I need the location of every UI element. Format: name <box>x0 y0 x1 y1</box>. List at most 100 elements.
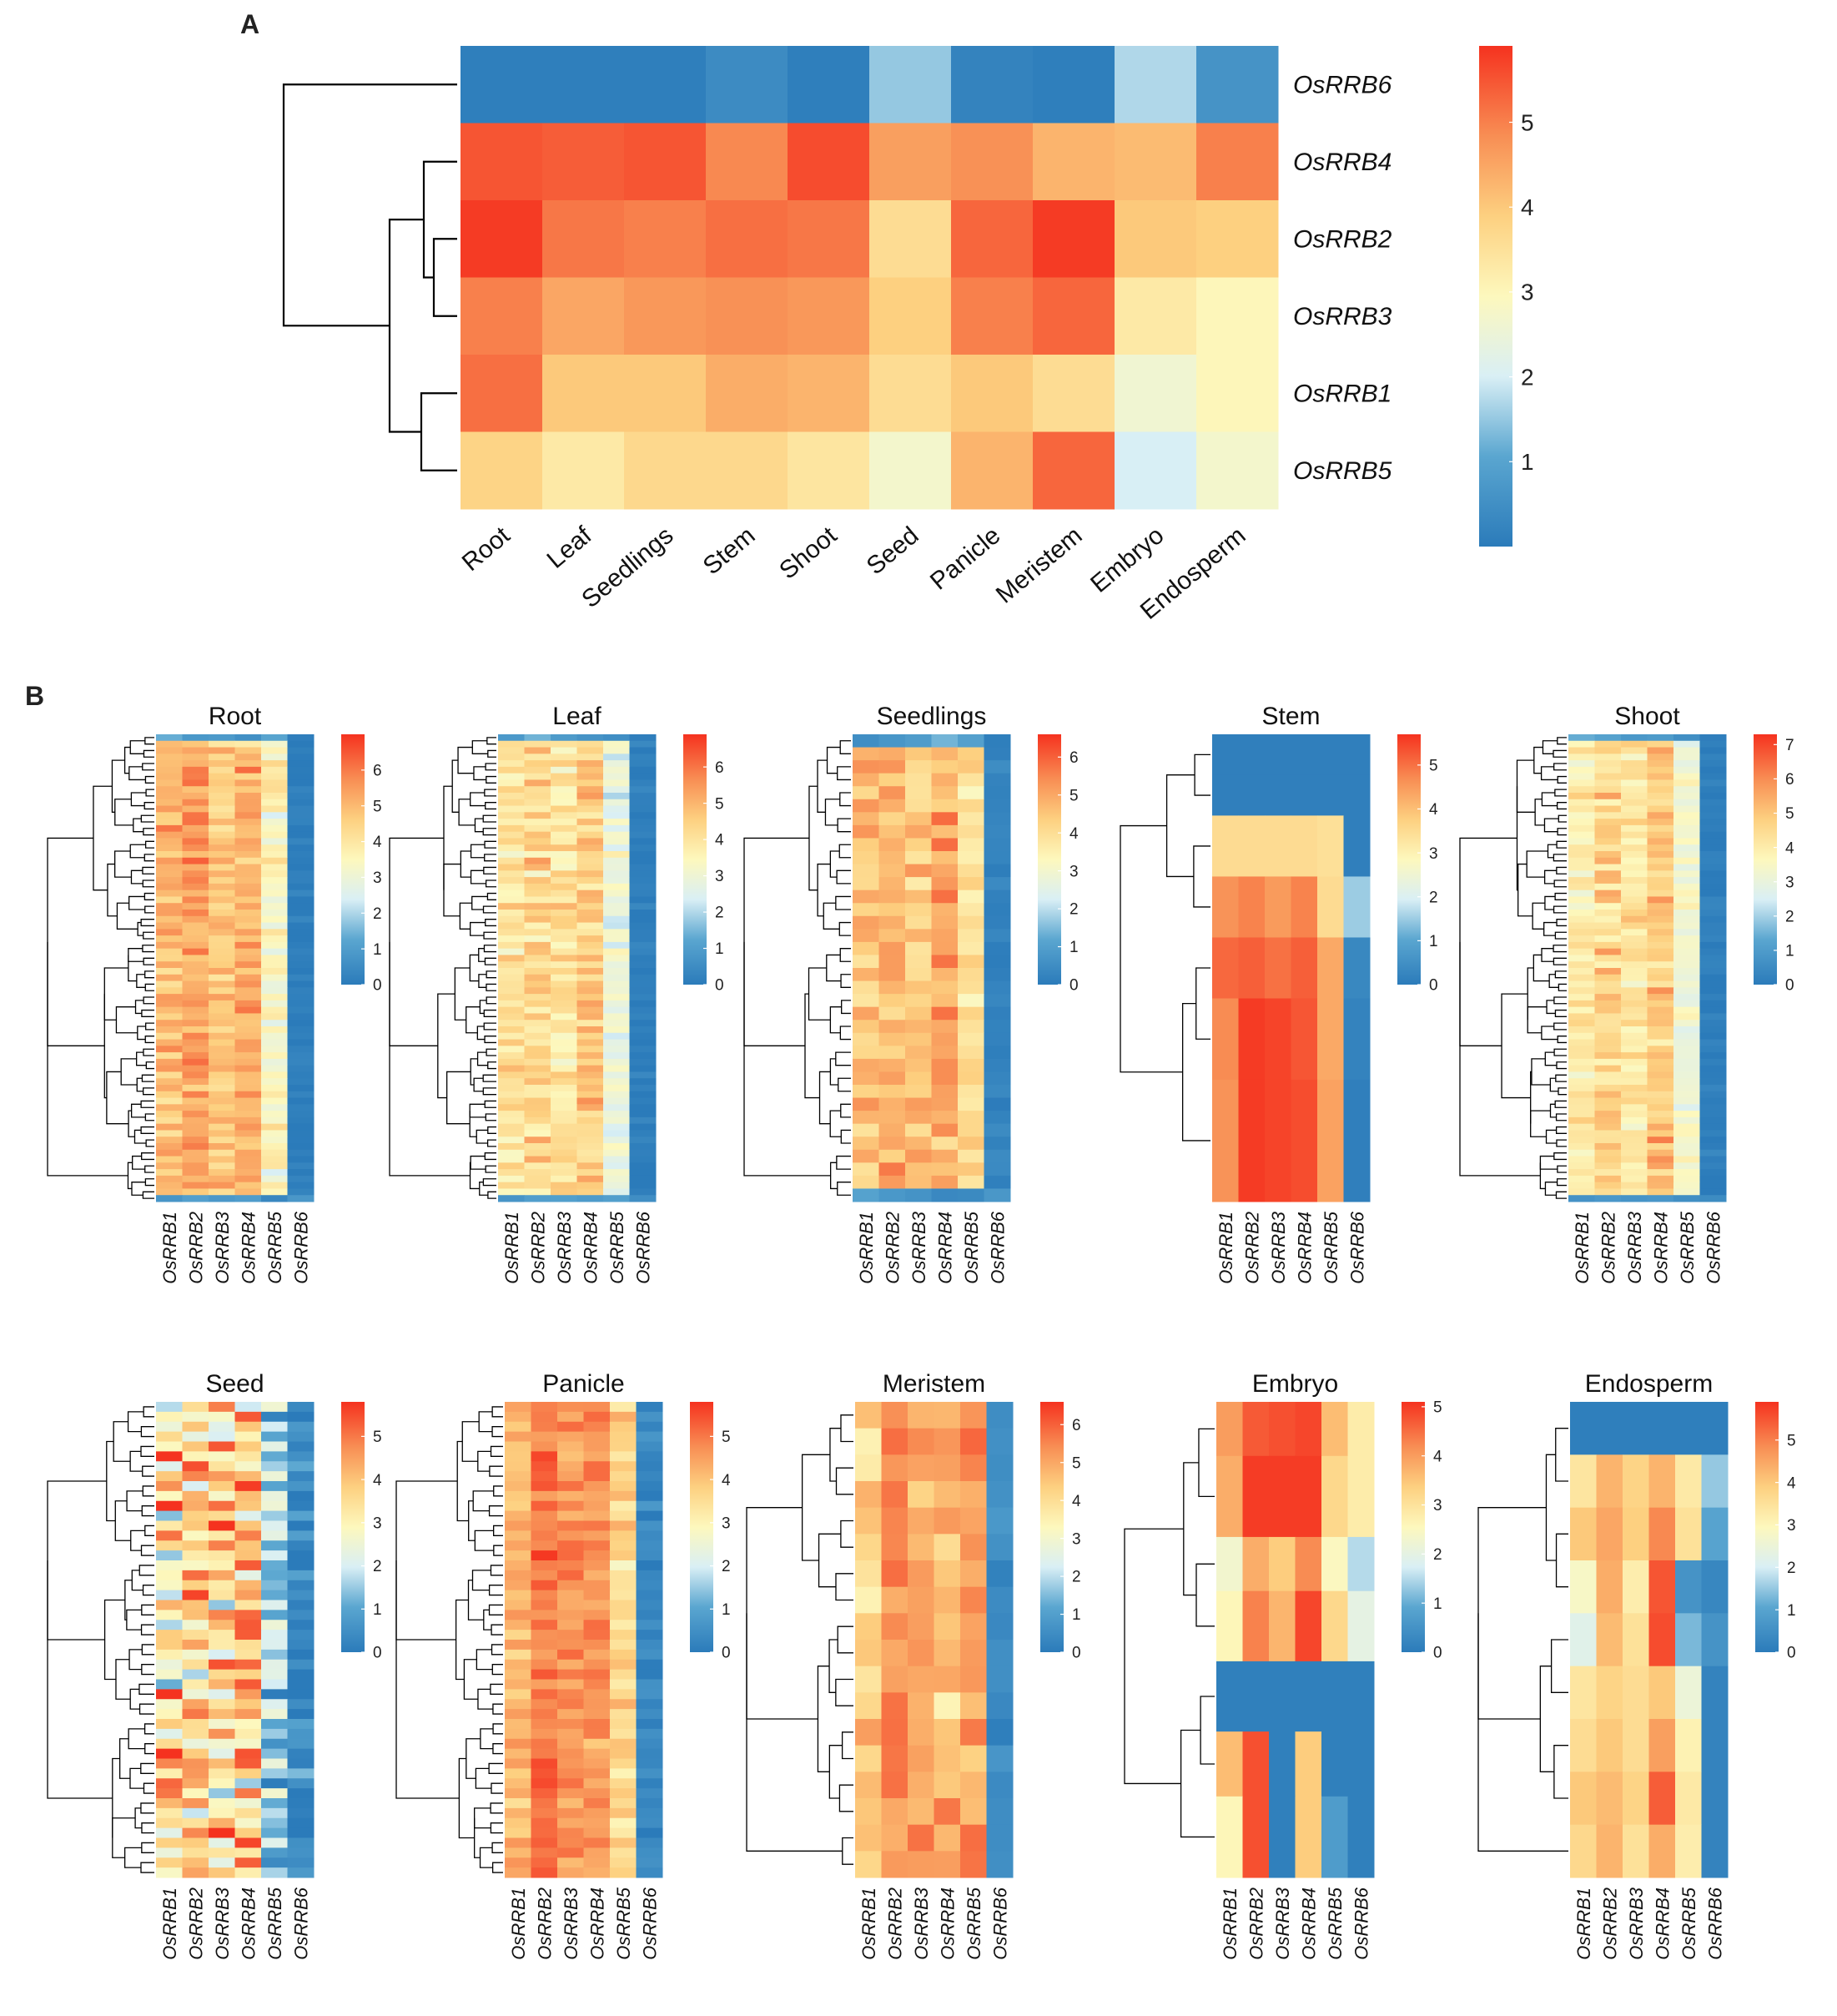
heatmap-cell <box>603 1058 630 1066</box>
column-label: Shoot <box>774 522 843 585</box>
heatmap-cell <box>1594 747 1622 754</box>
heatmap-cell <box>629 1013 657 1021</box>
heatmap-cell <box>531 1788 558 1799</box>
heatmap-cell <box>287 1130 315 1137</box>
heatmap-cell <box>881 1640 908 1667</box>
heatmap-cell <box>1623 1613 1649 1667</box>
heatmap-cell <box>524 1195 551 1202</box>
heatmap-cell <box>636 1778 663 1789</box>
dendrogram-branch <box>130 792 147 807</box>
heatmap-cell <box>498 851 525 859</box>
heatmap-cell <box>156 994 183 1001</box>
heatmap-cell <box>531 1768 558 1779</box>
heatmap-cell <box>1647 831 1674 839</box>
heatmap-cell <box>931 994 959 1008</box>
heatmap-cell <box>576 890 604 897</box>
heatmap-cell <box>1621 805 1648 813</box>
heatmap-cell <box>182 1580 209 1591</box>
heatmap-cell <box>524 903 551 910</box>
dendrogram-branch <box>1557 828 1567 836</box>
heatmap-cell <box>557 1768 584 1779</box>
heatmap-cell <box>261 779 288 787</box>
heatmap-cell <box>1648 1772 1676 1826</box>
heatmap-cell <box>1621 1116 1648 1125</box>
heatmap-cell <box>576 961 604 969</box>
heatmap-cell <box>1699 773 1727 780</box>
heatmap-cell <box>287 1857 315 1868</box>
dendrogram-branch <box>140 814 154 823</box>
heatmap-cell <box>1673 786 1700 794</box>
heatmap-cell <box>1675 1613 1702 1667</box>
heatmap-cell <box>261 1679 288 1690</box>
dendrogram-branch <box>808 967 831 1021</box>
heatmap-cell <box>1568 1058 1595 1066</box>
dendrogram-branch <box>479 1847 493 1868</box>
heatmap-cell <box>287 734 315 742</box>
heatmap-cell <box>576 929 604 936</box>
heatmap-cell <box>855 1666 882 1693</box>
heatmap-cell <box>958 980 984 995</box>
heatmap-cell <box>234 1788 262 1799</box>
heatmap-cell <box>557 1560 584 1571</box>
heatmap-cell <box>156 948 183 955</box>
dendrogram-branch <box>458 799 476 826</box>
heatmap-cell <box>1647 753 1674 761</box>
heatmap-cell <box>498 819 525 826</box>
heatmap-cell <box>1699 961 1727 969</box>
heatmap-cell <box>1594 1137 1622 1144</box>
heatmap-cell <box>636 1451 663 1462</box>
heatmap-cell <box>287 779 315 787</box>
heatmap-cell <box>1699 1000 1727 1008</box>
heatmap-cell <box>261 844 288 852</box>
heatmap-cell <box>209 961 235 969</box>
heatmap-cell <box>234 831 262 839</box>
dendrogram-branch <box>395 1480 458 1641</box>
heatmap-cell <box>261 1020 288 1027</box>
heatmap-cell <box>287 1026 315 1034</box>
dendrogram-branch <box>143 1048 154 1056</box>
dendrogram-branch <box>432 238 457 317</box>
heatmap-cell <box>1623 1772 1649 1826</box>
heatmap-cell <box>287 922 315 930</box>
heatmap-cell <box>1115 277 1197 355</box>
heatmap-cell <box>629 883 657 891</box>
heatmap-cell <box>1621 1130 1648 1137</box>
heatmap-cell <box>1648 1613 1676 1667</box>
panel-a-heatmap: OsRRB6OsRRB4OsRRB2OsRRB3OsRRB1OsRRB5Root… <box>282 46 1534 625</box>
colorbar-tick-label: 2 <box>1072 1569 1081 1586</box>
dendrogram-branch <box>130 1530 145 1551</box>
heatmap-cell <box>788 431 870 510</box>
heatmap-cell <box>931 1137 959 1151</box>
heatmap-cell <box>1699 1156 1727 1163</box>
heatmap-cell <box>1699 851 1727 859</box>
colorbar-tick-label: 5 <box>373 1429 382 1446</box>
heatmap-cell <box>1269 1536 1296 1592</box>
heatmap-cell <box>853 851 879 865</box>
heatmap-cell <box>498 1156 525 1163</box>
heatmap-cell <box>629 941 657 950</box>
heatmap-cell <box>234 1699 262 1710</box>
dendrogram-branch <box>113 1421 131 1462</box>
heatmap-cell <box>261 1123 288 1131</box>
heatmap-cell <box>261 819 288 826</box>
heatmap-cell <box>984 968 1011 982</box>
heatmap-cell <box>557 1461 584 1472</box>
heatmap-cell <box>636 1402 663 1413</box>
heatmap-cell <box>182 747 209 754</box>
heatmap-cell <box>234 1530 262 1541</box>
heatmap-cell <box>636 1679 663 1690</box>
column-label: OsRRB5 <box>1678 1887 1699 1960</box>
heatmap-cell <box>182 1510 209 1521</box>
heatmap-cell <box>156 1689 183 1700</box>
heatmap-cell <box>287 1817 315 1829</box>
heatmap-cell <box>1699 1149 1727 1157</box>
heatmap-cell <box>1321 1590 1348 1662</box>
heatmap-cell <box>576 812 604 819</box>
heatmap-cell <box>261 994 288 1001</box>
heatmap-cell <box>182 1817 209 1829</box>
heatmap-cell <box>182 1411 209 1423</box>
dendrogram-branch <box>454 967 471 1021</box>
colorbar-tick-label: 0 <box>1785 977 1794 995</box>
heatmap-cell <box>853 968 879 982</box>
heatmap-cell <box>209 877 235 885</box>
